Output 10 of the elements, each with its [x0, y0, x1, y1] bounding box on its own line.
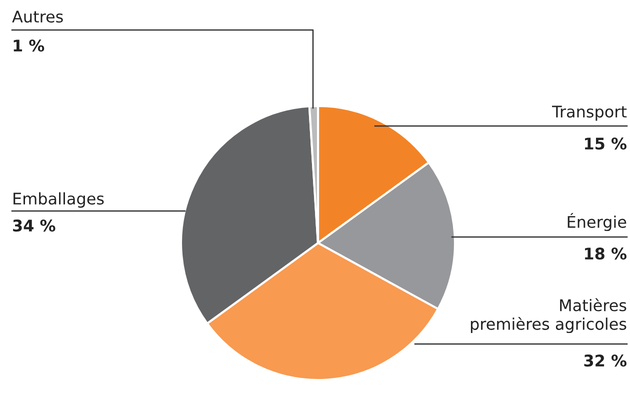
slice-label: Autres — [12, 10, 63, 23]
data-label: 32 % — [584, 354, 626, 367]
slice-label: Énergie — [568, 212, 626, 232]
data-label: 15 % — [585, 138, 626, 150]
data-label: 1 % — [14, 40, 44, 52]
data-label: 34 % — [13, 220, 56, 232]
data-label: 18 % — [585, 248, 626, 260]
slice-label: Emballages — [14, 192, 104, 208]
slice-label: Transport — [552, 106, 627, 121]
slice-label: Matières premières agricoles — [470, 298, 626, 334]
